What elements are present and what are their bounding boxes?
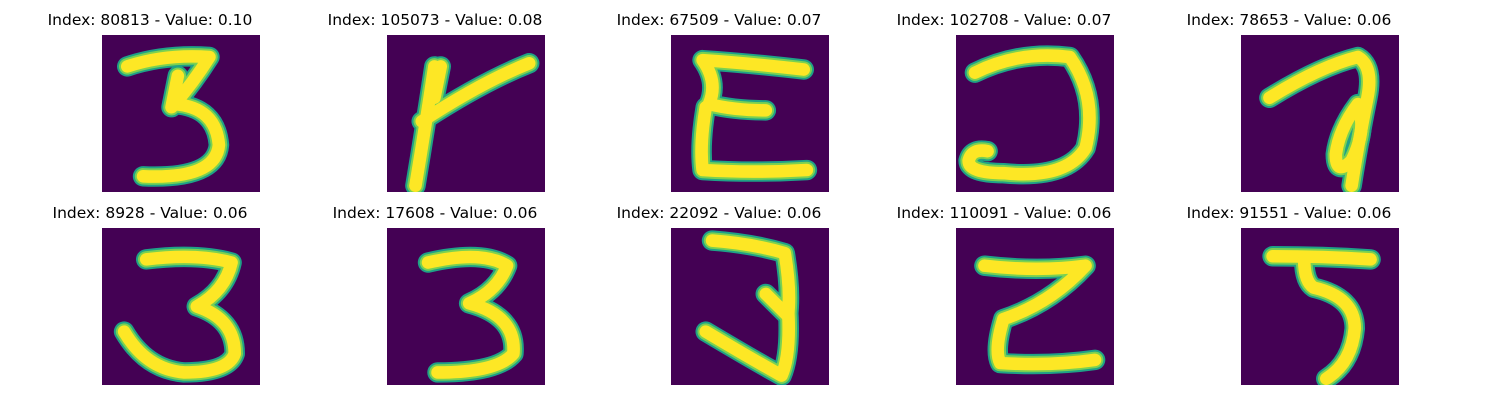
digit-image <box>1241 35 1399 192</box>
glyph-canvas <box>956 228 1114 385</box>
panel-title: Index: 80813 - Value: 0.10 <box>47 11 253 29</box>
image-panel: Index: 105073 - Value: 0.08 <box>285 0 585 195</box>
digit-image <box>671 228 829 385</box>
image-panel: Index: 8928 - Value: 0.06 <box>0 193 300 388</box>
panel-title: Index: 22092 - Value: 0.06 <box>616 204 822 222</box>
glyph-canvas <box>102 228 260 385</box>
glyph-stroke <box>696 53 811 117</box>
glyph-stroke <box>421 250 520 379</box>
glyph-canvas <box>102 35 260 192</box>
image-panel: Index: 78653 - Value: 0.06 <box>1139 0 1439 195</box>
digit-image <box>956 228 1114 385</box>
digit-image <box>387 228 545 385</box>
glyph-stroke <box>165 69 185 114</box>
glyph-stroke <box>705 234 796 323</box>
panel-title: Index: 17608 - Value: 0.06 <box>332 204 538 222</box>
glyph-canvas <box>1241 228 1399 385</box>
panel-title: Index: 91551 - Value: 0.06 <box>1186 204 1392 222</box>
glyph-stroke <box>428 60 448 105</box>
glyph-canvas <box>1241 35 1399 192</box>
glyph-stroke <box>962 49 1096 181</box>
glyph-stroke <box>1266 249 1377 266</box>
image-panel: Index: 110091 - Value: 0.06 <box>854 193 1154 388</box>
glyph-stroke <box>415 56 536 128</box>
digit-image <box>956 35 1114 192</box>
digit-image <box>1241 228 1399 385</box>
glyph-canvas <box>671 228 829 385</box>
glyph-canvas <box>956 35 1114 192</box>
image-panel: Index: 91551 - Value: 0.06 <box>1139 193 1439 388</box>
digit-image <box>387 35 545 192</box>
panel-title: Index: 110091 - Value: 0.06 <box>896 204 1112 222</box>
image-panel: Index: 22092 - Value: 0.06 <box>569 193 869 388</box>
image-background <box>1241 35 1399 192</box>
image-panel: Index: 102708 - Value: 0.07 <box>854 0 1154 195</box>
panel-title: Index: 78653 - Value: 0.06 <box>1186 11 1392 29</box>
digit-image <box>102 228 260 385</box>
image-panel: Index: 17608 - Value: 0.06 <box>285 193 585 388</box>
panel-title: Index: 102708 - Value: 0.07 <box>896 11 1112 29</box>
image-panel: Index: 67509 - Value: 0.07 <box>569 0 869 195</box>
glyph-canvas <box>671 35 829 192</box>
glyph-stroke <box>1329 97 1368 174</box>
panel-title: Index: 105073 - Value: 0.08 <box>327 11 543 29</box>
glyph-stroke <box>1297 253 1362 385</box>
digit-image <box>102 35 260 192</box>
glyph-canvas <box>387 228 545 385</box>
glyph-stroke <box>695 100 814 178</box>
glyph-stroke <box>699 300 796 382</box>
digit-image <box>671 35 829 192</box>
image-panel: Index: 80813 - Value: 0.10 <box>0 0 300 195</box>
glyph-stroke <box>117 250 242 379</box>
glyph-canvas <box>387 35 545 192</box>
glyph-stroke <box>978 259 1102 371</box>
panel-title: Index: 67509 - Value: 0.07 <box>616 11 822 29</box>
panel-title: Index: 8928 - Value: 0.06 <box>52 204 248 222</box>
